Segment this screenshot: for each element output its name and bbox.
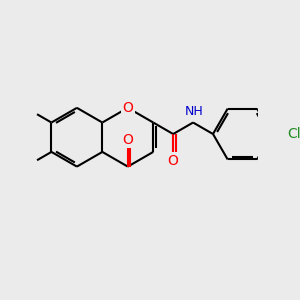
Text: O: O: [122, 101, 133, 115]
Text: O: O: [168, 154, 178, 168]
Text: Cl: Cl: [287, 127, 300, 141]
Text: NH: NH: [185, 105, 204, 118]
Text: O: O: [122, 133, 133, 147]
